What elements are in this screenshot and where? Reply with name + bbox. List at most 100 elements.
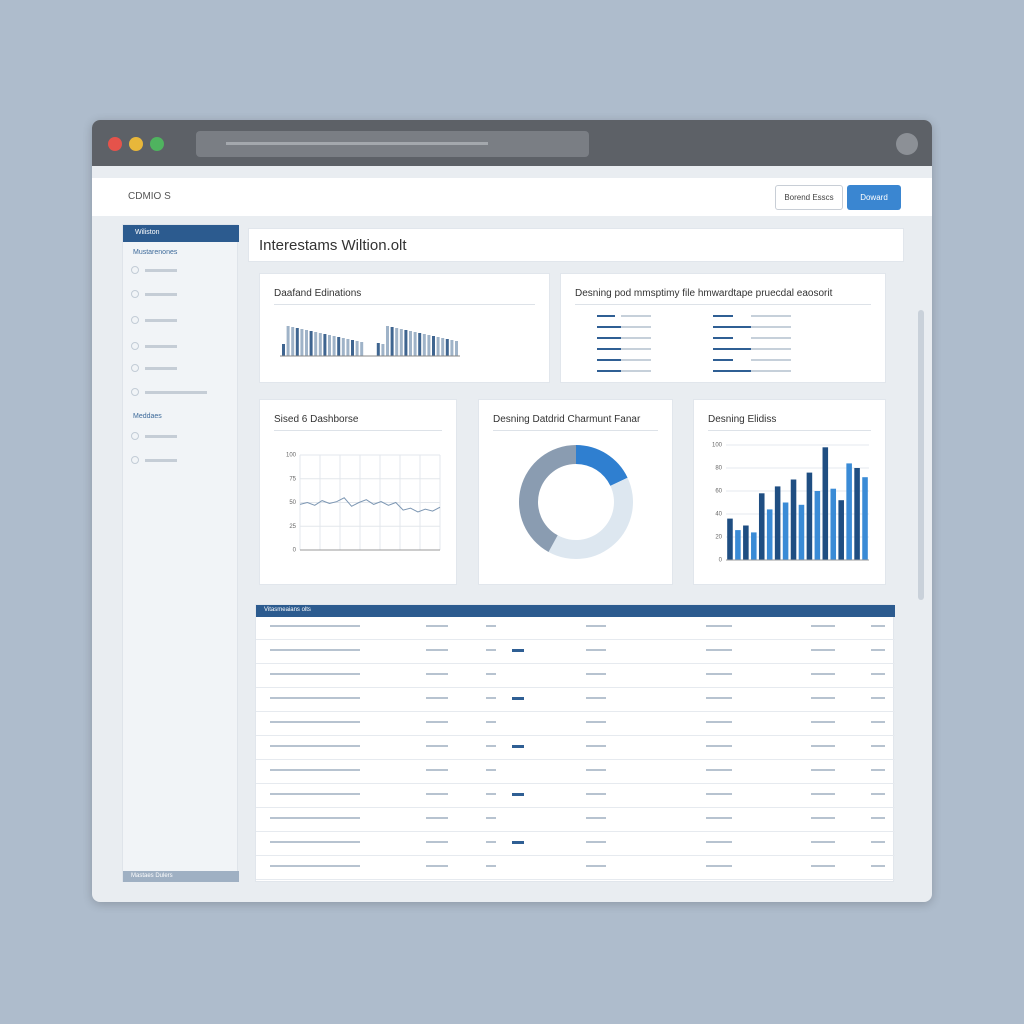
cell-placeholder <box>586 673 606 675</box>
bar <box>782 502 789 560</box>
nav-item <box>145 319 177 322</box>
mini-bar <box>286 326 290 356</box>
cell-placeholder <box>486 721 496 723</box>
cell-placeholder <box>871 841 885 843</box>
secondary-button[interactable]: Borend Esscs <box>775 185 843 210</box>
cell-placeholder <box>428 649 448 651</box>
mini-bar <box>305 330 308 356</box>
cell-placeholder <box>811 649 835 651</box>
page-title: Interestams Wiltion.olt <box>259 237 407 254</box>
cell-placeholder <box>586 721 606 723</box>
cell-placeholder <box>270 769 360 771</box>
pie-slice <box>519 445 576 552</box>
min-dot[interactable] <box>129 137 143 151</box>
y-tick-label: 0 <box>719 558 723 564</box>
cell-placeholder <box>270 697 360 699</box>
sidebar-section: Mustarenones <box>133 249 178 256</box>
cell-placeholder <box>486 625 496 627</box>
chart-title: Desning Elidiss <box>708 414 871 431</box>
mini-bar <box>318 333 322 356</box>
row-divider <box>256 639 895 640</box>
cell-placeholder <box>428 865 448 867</box>
cell-placeholder <box>871 697 885 699</box>
mini-bar <box>441 338 445 356</box>
y-tick-label: 0 <box>293 548 297 554</box>
nav-item <box>145 269 177 272</box>
table-body <box>256 617 895 883</box>
address-bar[interactable] <box>196 131 589 157</box>
bar <box>735 530 741 560</box>
mini-track <box>621 326 651 328</box>
mini-bar <box>409 331 412 356</box>
cell-placeholder <box>428 769 448 771</box>
mini-track <box>751 326 791 328</box>
cell-placeholder <box>811 745 835 747</box>
mini-track <box>621 348 651 350</box>
primary-button[interactable]: Doward <box>847 185 901 210</box>
sidebar-footer[interactable]: Mastaes Dulers <box>123 871 239 882</box>
sidebar-items <box>123 225 239 875</box>
sidebar-section: Meddaes <box>133 413 162 420</box>
cell-placeholder <box>811 625 835 627</box>
cell-placeholder <box>586 625 606 627</box>
nav-icon <box>131 290 139 298</box>
cell-placeholder <box>486 697 496 699</box>
chart-title: Sised 6 Dashborse <box>274 414 442 431</box>
nav-item <box>145 391 207 394</box>
mini-bar <box>597 326 644 328</box>
max-dot[interactable] <box>150 137 164 151</box>
mini-bar <box>351 340 354 356</box>
title-bar <box>92 120 932 166</box>
mini-track <box>621 315 651 317</box>
y-tick-label: 80 <box>715 466 722 472</box>
profile-icon[interactable] <box>896 133 918 155</box>
cell-placeholder <box>428 817 448 819</box>
mini-bar <box>422 334 426 356</box>
close-dot[interactable] <box>108 137 122 151</box>
cell-bar <box>512 697 524 700</box>
window: CDMIO S Borend Esscs Doward Wiliston Mus… <box>92 120 932 902</box>
table-title: Vitasmeaians olts <box>264 607 311 613</box>
cell-placeholder <box>706 649 732 651</box>
y-tick-label: 40 <box>715 512 722 518</box>
mini-bar <box>376 343 380 356</box>
cell-placeholder <box>706 793 732 795</box>
cell-placeholder <box>811 817 835 819</box>
cell-placeholder <box>586 745 606 747</box>
chart: 0 20 40 60 80 100 <box>712 443 869 564</box>
mini-chart <box>280 326 460 357</box>
cell-placeholder <box>270 721 360 723</box>
mini-bar <box>282 344 285 356</box>
panel-title: Desning pod mmsptimy file hmwardtape pru… <box>575 288 871 305</box>
bar <box>830 488 837 560</box>
mini-bar <box>418 333 422 356</box>
logo[interactable]: CDMIO S <box>128 191 171 202</box>
bar <box>822 447 829 560</box>
mini-bar <box>713 326 756 328</box>
y-tick-label: 20 <box>715 535 722 541</box>
cell-placeholder <box>871 865 885 867</box>
cell-bar <box>512 793 524 796</box>
bar <box>838 500 844 560</box>
y-tick-label: 50 <box>289 500 296 506</box>
mini-track <box>621 359 651 361</box>
cell-placeholder <box>270 841 360 843</box>
bar <box>854 468 860 560</box>
mini-bar <box>309 331 313 356</box>
mini-bar <box>386 326 389 356</box>
mini-bar <box>355 341 359 356</box>
nav-icon <box>131 342 139 350</box>
mini-bar <box>450 340 454 356</box>
cell-placeholder <box>706 625 732 627</box>
bar <box>790 479 797 560</box>
scrollbar[interactable] <box>918 310 924 600</box>
mini-bar <box>399 329 403 356</box>
sidebar-title[interactable]: Wiliston <box>123 225 239 242</box>
chart: 0 25 50 75 100 <box>286 453 441 554</box>
cell-placeholder <box>706 697 732 699</box>
mini-bar <box>328 335 331 356</box>
mini-bar <box>436 337 440 356</box>
cell-placeholder <box>871 793 885 795</box>
mini-bar <box>332 336 336 356</box>
